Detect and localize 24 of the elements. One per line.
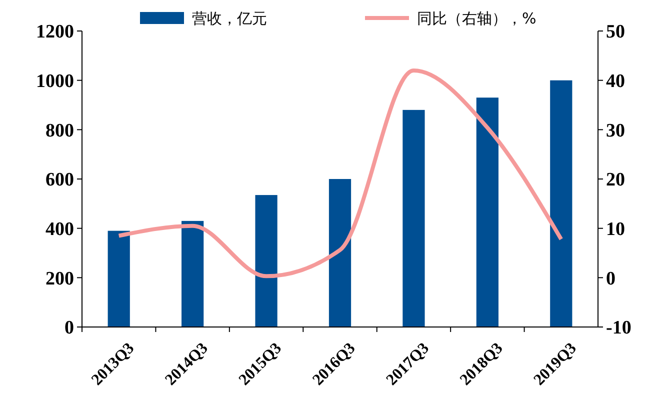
bar [402,110,425,327]
bar [476,98,498,327]
bar [108,230,130,327]
y-tick-label: 400 [46,218,74,240]
y-tick-label: 200 [46,268,74,290]
bar [182,220,204,327]
y2-tick-label: 10 [606,218,625,240]
y2-tick-label: -10 [606,318,632,339]
y2-tick-label: 30 [606,120,625,142]
y-tick-label: 1000 [36,70,74,92]
bar [550,80,572,327]
y-tick-label: 800 [46,120,74,142]
y2-tick-label: 50 [606,22,625,43]
y2-tick-label: 40 [606,70,625,92]
bar [328,179,352,327]
y-tick-label: 0 [64,318,74,339]
y2-tick-label: 20 [606,170,625,191]
bar [255,195,278,327]
legend-label: 同比（右轴），% [417,9,536,28]
y-tick-label: 1200 [36,22,74,43]
line-series [116,68,564,278]
legend-label: 营收，亿元 [192,9,267,28]
y-tick-label: 600 [46,170,74,191]
y2-tick-label: 0 [606,268,616,290]
